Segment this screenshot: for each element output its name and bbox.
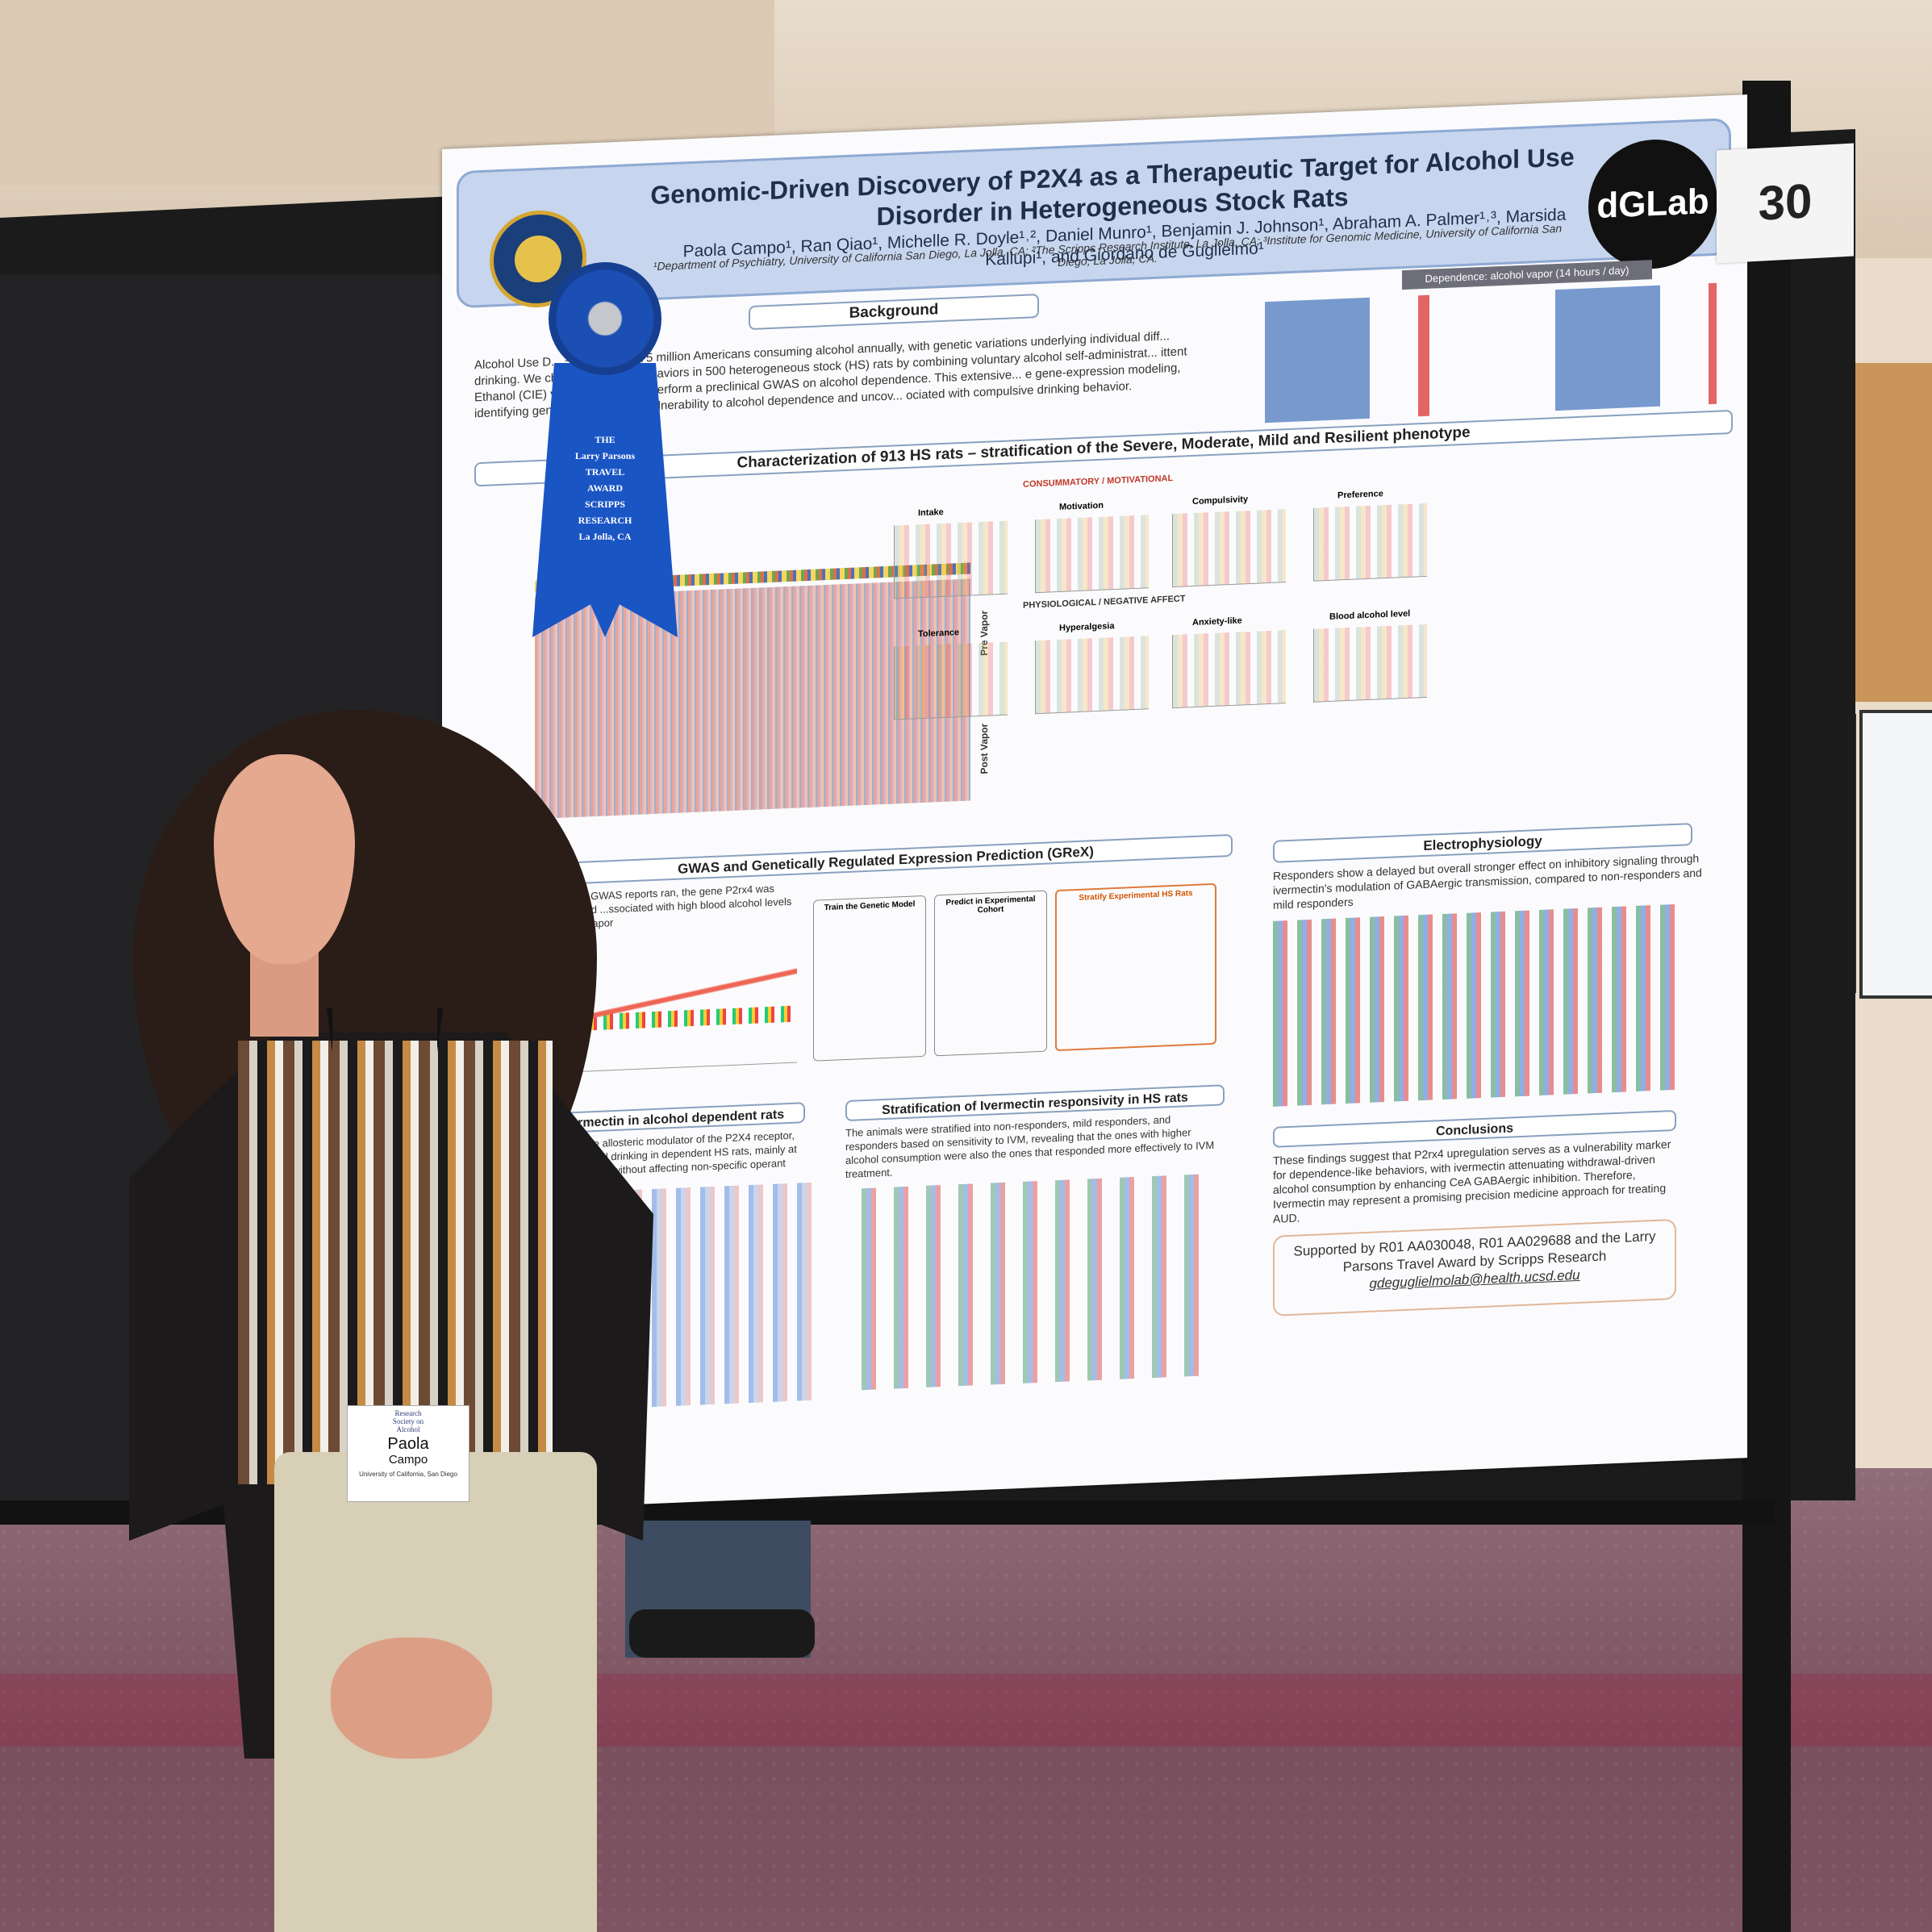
name-badge: Research Society on Alcohol Paola Campo … [347,1405,469,1502]
plot-title-intake: Intake [918,507,944,519]
board-number-tag: 30 [1717,143,1854,264]
consummatory-label: CONSUMMATORY / MOTIVATIONAL [1023,474,1174,490]
violin-plot-intake [894,520,1008,599]
plot-title-blood-alcohol: Blood alcohol level [1329,608,1411,622]
section-background-title: Background [749,293,1039,331]
award-ribbon-text: THE Larry Parsons TRAVEL AWARD SCRIPPS R… [549,432,661,545]
section-gwas-title: GWAS and Genetically Regulated Expressio… [539,833,1233,886]
poster-board-post [1742,81,1791,1932]
stratification-charts [862,1173,1216,1391]
ribbon-line: THE [595,434,615,445]
badge-first-name: Paola [387,1435,429,1453]
award-ribbon-rosette [549,262,661,375]
funding-text: Supported by R01 AA030048, R01 AA029688 … [1293,1228,1656,1275]
person-hands [331,1638,492,1759]
plot-title-compulsivity: Compulsivity [1192,494,1249,507]
grex-step-predict: Predict in Experimental Cohort [934,890,1047,1057]
plot-title-preference: Preference [1337,489,1383,501]
award-ribbon-tails [532,363,678,637]
board-number: 30 [1758,173,1813,231]
neighbor-poster [1859,710,1932,999]
badge-org-logo: Research Society on Alcohol [392,1409,424,1433]
violin-plot-hyperalgesia [1035,636,1149,715]
ribbon-line: La Jolla, CA [578,531,632,542]
violin-plot-blood-alcohol [1313,624,1427,703]
background-person-shoes [629,1609,815,1658]
timeline-diagram [1233,282,1717,424]
violin-plot-anxiety [1172,630,1286,709]
plot-title-hyperalgesia: Hyperalgesia [1059,621,1115,633]
ribbon-line: RESEARCH [578,515,632,526]
wall-wood-panel [1847,363,1932,702]
dglab-logo-text: dGLab [1596,182,1709,227]
violin-plot-tolerance [894,641,1008,720]
physiological-label: PHYSIOLOGICAL / NEGATIVE AFFECT [1023,594,1186,611]
plot-title-tolerance: Tolerance [918,628,960,640]
ribbon-line: SCRIPPS [584,499,625,510]
grex-step-stratify: Stratify Experimental HS Rats [1055,883,1216,1052]
seal-emblem [515,234,561,284]
plot-title-motivation: Motivation [1059,500,1104,512]
ribbon-line: AWARD [586,482,623,494]
violin-plot-motivation [1035,515,1149,594]
heatmap-label-post: Post Vapor [979,723,990,774]
stratification-text: The animals were stratified into non-res… [845,1113,1215,1181]
ribbon-line: Larry Parsons [574,450,636,461]
violin-plot-compulsivity [1172,509,1286,588]
conclusions-text: These findings suggest that P2rx4 upregu… [1273,1137,1671,1225]
grex-step-train: Train the Genetic Model [813,895,926,1062]
ribbon-line: TRAVEL [585,466,625,478]
person-face [214,754,355,964]
plot-title-anxiety: Anxiety-like [1192,615,1242,628]
dglab-logo: dGLab [1588,136,1717,272]
funding-box: Supported by R01 AA030048, R01 AA029688 … [1273,1218,1676,1317]
badge-last-name: Campo [388,1453,428,1467]
badge-institution: University of California, San Diego [359,1471,457,1478]
electrophysiology-bar-charts [1273,903,1676,1107]
violin-plot-preference [1313,503,1427,582]
